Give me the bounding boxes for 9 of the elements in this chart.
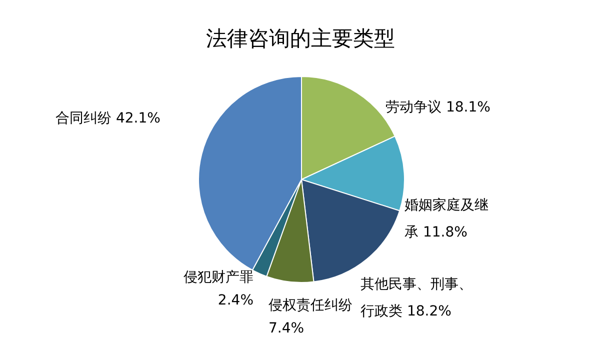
data-label: 2.4% [218,292,254,308]
slice-label: 婚姻家庭及继承 11.8% [404,198,488,240]
slice-label: 其他民事、刑事、行政类 18.2% [360,276,472,320]
data-label: 7.4% [268,320,304,336]
chart-title: 法律咨询的主要类型 [206,26,395,50]
slice-label: 侵犯财产罪 [184,270,254,286]
slice-label: 劳动争议 18.1% [386,100,490,116]
slice-label: 合同纠纷 42.1% [56,110,160,126]
slice-label: 侵权责任纠纷 [268,298,352,314]
